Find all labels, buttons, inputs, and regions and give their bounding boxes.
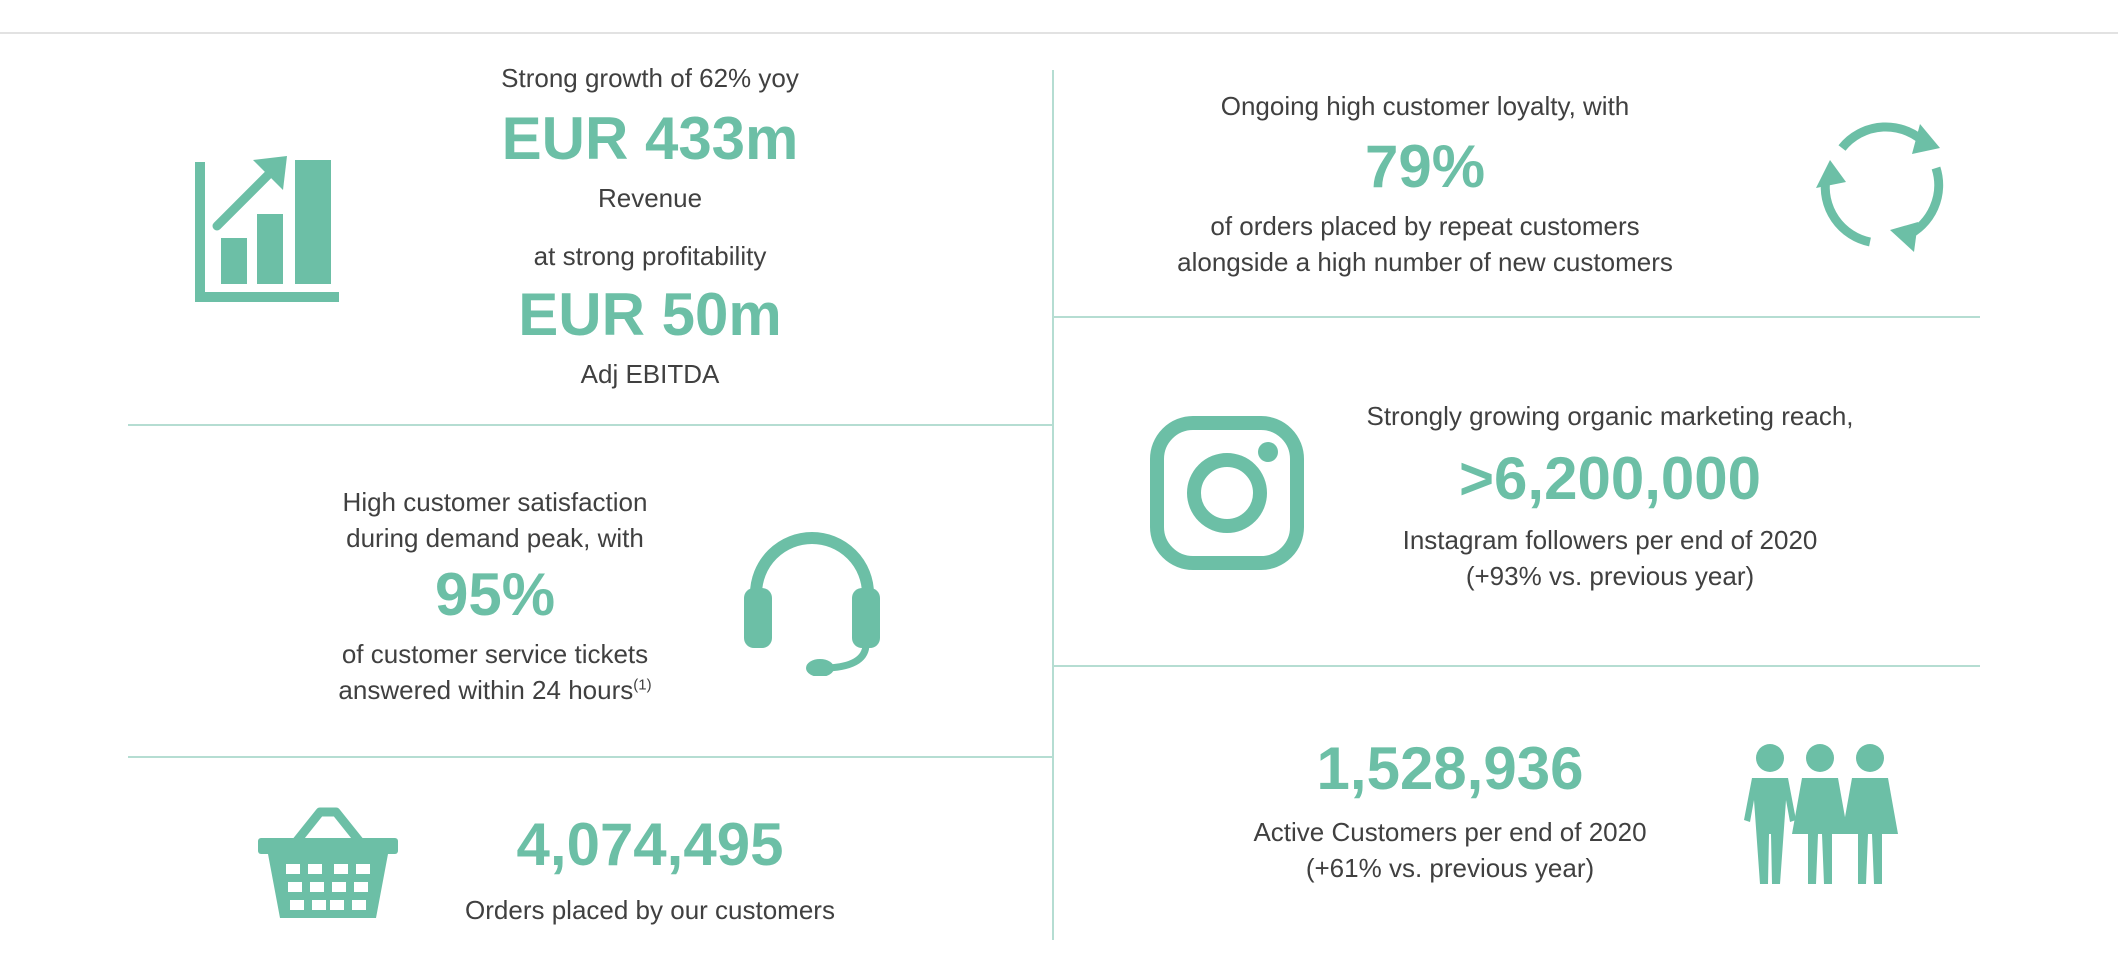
satisfaction-footnote: (1)	[633, 676, 652, 694]
left-divider-2	[128, 756, 1052, 758]
satisfaction-value: 95%	[434, 561, 556, 628]
refresh-cycle-icon	[1814, 118, 1950, 254]
headset-icon	[742, 516, 882, 676]
revenue-value: EUR 433m	[501, 105, 799, 172]
top-divider	[0, 32, 2118, 34]
profit-label: Adj EBITDA	[580, 359, 720, 389]
loyalty-label-line1: of orders placed by repeat customers	[1210, 211, 1640, 241]
left-divider-1	[128, 424, 1052, 426]
marketing-label-line2: (+93% vs. previous year)	[1465, 561, 1755, 591]
right-divider-1	[1054, 316, 1980, 318]
loyalty-panel: Ongoing high customer loyalty, with 79% …	[1150, 88, 1700, 280]
bar-chart-growth-icon	[195, 152, 339, 302]
orders-value: 4,074,495	[516, 811, 784, 878]
satisfaction-panel: High customer satisfaction during demand…	[290, 484, 700, 708]
loyalty-value: 79%	[1364, 133, 1486, 200]
satisfaction-intro-line1: High customer satisfaction	[342, 487, 648, 517]
customers-label-line1: Active Customers per end of 2020	[1253, 817, 1647, 847]
revenue-label: Revenue	[597, 183, 703, 213]
marketing-value: >6,200,000	[1459, 445, 1761, 512]
satisfaction-label-text: answered within 24 hours	[338, 675, 634, 705]
customers-panel: 1,528,936 Active Customers per end of 20…	[1200, 736, 1700, 886]
orders-panel: 4,074,495 Orders placed by our customers	[430, 812, 870, 928]
center-divider	[1052, 70, 1054, 940]
satisfaction-label-line1: of customer service tickets	[341, 639, 649, 669]
customers-value: 1,528,936	[1316, 735, 1584, 802]
marketing-label-line1: Instagram followers per end of 2020	[1402, 525, 1818, 555]
satisfaction-label-line2: answered within 24 hours(1)	[290, 672, 700, 708]
customers-label-line2: (+61% vs. previous year)	[1305, 853, 1595, 883]
instagram-icon	[1150, 416, 1304, 570]
marketing-intro: Strongly growing organic marketing reach…	[1366, 401, 1854, 431]
revenue-panel: Strong growth of 62% yoy EUR 433m Revenu…	[450, 60, 850, 392]
profit-intro: at strong profitability	[533, 241, 767, 271]
revenue-intro: Strong growth of 62% yoy	[501, 63, 799, 93]
shopping-basket-icon	[258, 806, 398, 920]
people-group-icon	[1740, 742, 1900, 886]
loyalty-intro: Ongoing high customer loyalty, with	[1220, 91, 1630, 121]
marketing-panel: Strongly growing organic marketing reach…	[1330, 398, 1890, 594]
loyalty-label-line2: alongside a high number of new customers	[1177, 247, 1673, 277]
orders-label: Orders placed by our customers	[465, 895, 835, 925]
satisfaction-intro-line2: during demand peak, with	[346, 523, 644, 553]
profit-value: EUR 50m	[518, 281, 782, 348]
right-divider-2	[1054, 665, 1980, 667]
